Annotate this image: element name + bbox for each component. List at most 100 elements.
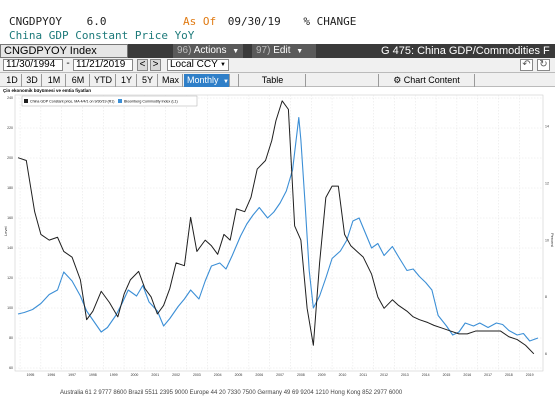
x-tick-label: 2014: [422, 373, 430, 377]
period-1m[interactable]: 1M: [43, 74, 66, 87]
period-row: [0, 73, 555, 87]
x-tick-label: 2008: [297, 373, 305, 377]
period-5y[interactable]: 5Y: [138, 74, 158, 87]
right-tick-label: 10: [545, 238, 549, 242]
value-label: 6.0: [86, 15, 107, 28]
x-tick-label: 2006: [255, 373, 263, 377]
refresh-icon[interactable]: ↻: [537, 59, 550, 71]
x-tick-label: 2009: [318, 373, 326, 377]
x-tick-label: 2011: [360, 373, 368, 377]
toolbar: CNGDPYOY Index 96) Actions ▼ 97) Edit ▼ …: [0, 44, 555, 58]
frequency-select[interactable]: Monthly ▼: [184, 74, 230, 87]
right-axis-label: Percent: [550, 233, 555, 248]
legend-swatch-commodity: [118, 99, 122, 103]
header-row: CNGDPYOY 6.0: [9, 15, 106, 28]
x-tick-label: 1998: [89, 373, 97, 377]
legend-box: [21, 95, 198, 107]
date-row: 11/30/1994 - 11/21/2019 < > Local CCY ▼ …: [0, 58, 555, 73]
as-of-label: As Of: [183, 15, 217, 28]
x-tick-label: 2002: [172, 373, 180, 377]
chevron-down-icon: ▼: [220, 62, 226, 68]
x-tick-label: 1996: [47, 373, 55, 377]
as-of-group: As Of 09/30/19 % CHANGE: [183, 15, 356, 28]
frequency-value: Monthly: [187, 75, 219, 85]
chart-content-button[interactable]: ⚙ Chart Content: [378, 74, 475, 87]
edit-num: 97): [256, 45, 271, 56]
x-tick-label: 2018: [505, 373, 513, 377]
plot-frame: [14, 94, 544, 372]
date-separator: -: [66, 58, 70, 69]
x-tick-label: 1995: [27, 373, 35, 377]
actions-menu[interactable]: 96) Actions ▼: [173, 44, 243, 58]
x-tick-label: 2004: [214, 373, 222, 377]
as-of-date: 09/30/19: [227, 15, 281, 28]
table-button[interactable]: Table: [240, 74, 306, 87]
left-tick-label: 180: [7, 186, 13, 190]
x-tick-label: 2013: [401, 373, 409, 377]
period-max[interactable]: Max: [159, 74, 183, 87]
legend: China GDP Constant price, MA 4/4/1 on 9/…: [21, 95, 198, 107]
series-gdp-line: [17, 100, 535, 355]
undo-icon[interactable]: ↶: [520, 59, 533, 71]
currency-select[interactable]: Local CCY ▼: [167, 59, 229, 71]
left-tick-label: 120: [7, 276, 13, 280]
chevron-down-icon: ▼: [296, 48, 304, 55]
actions-num: 96): [177, 45, 192, 56]
x-tick-label: 2016: [463, 373, 471, 377]
right-tick-label: 12: [545, 181, 549, 185]
chevron-down-icon: ▼: [232, 48, 240, 55]
next-button[interactable]: >: [150, 59, 161, 71]
left-tick-label: 100: [7, 306, 13, 310]
period-1d[interactable]: 1D: [3, 74, 22, 87]
subtitle: China GDP Constant Price YoY: [9, 29, 195, 42]
period-6m[interactable]: 6M: [67, 74, 90, 87]
left-tick-label: 60: [9, 366, 13, 370]
x-tick-label: 2005: [235, 373, 243, 377]
x-tick-label: 2000: [131, 373, 139, 377]
chart-title: G 475: China GDP/Commodities F: [381, 45, 550, 57]
x-tick-label: 1999: [110, 373, 118, 377]
security-field[interactable]: CNGDPYOY Index: [0, 44, 128, 58]
ticker-label: CNGDPYOY: [9, 15, 62, 28]
left-tick-label: 220: [7, 126, 13, 130]
left-tick-label: 140: [7, 246, 13, 250]
grid-lines: [15, 95, 543, 371]
line-chart: China GDP Constant price, MA 4/4/1 on 9/…: [3, 94, 555, 377]
separator: [231, 74, 239, 87]
legend-label-commodity: Bloomberg Commodity Index (L1): [124, 100, 178, 104]
left-axis-label: Level: [3, 226, 8, 236]
legend-swatch-gdp: [24, 99, 28, 103]
x-tick-label: 2001: [151, 373, 159, 377]
edit-menu[interactable]: 97) Edit ▼: [252, 44, 316, 58]
prev-button[interactable]: <: [137, 59, 148, 71]
start-date-input[interactable]: 11/30/1994: [3, 59, 63, 71]
x-tick-label: 2017: [484, 373, 492, 377]
x-tick-label: 2010: [339, 373, 347, 377]
period-3d[interactable]: 3D: [23, 74, 42, 87]
x-tick-label: 1997: [68, 373, 76, 377]
chart-header: Çin ekonomik büyümesi ve emtia fiyatları: [3, 88, 92, 93]
legend-label-gdp: China GDP Constant price, MA 4/4/1 on 9/…: [30, 100, 114, 104]
series: [17, 100, 539, 355]
series-commodity-line: [17, 116, 539, 342]
chevron-down-icon: ▼: [223, 79, 229, 85]
x-tick-label: 2003: [193, 373, 201, 377]
actions-label: Actions: [193, 45, 227, 56]
period-ytd[interactable]: YTD: [91, 74, 116, 87]
period-1y[interactable]: 1Y: [117, 74, 137, 87]
right-tick-label: 8: [545, 295, 547, 299]
left-tick-label: 240: [7, 96, 13, 100]
axis-ticks: 60 80 100 120 140 160 180 200 220 240 6 8 10 12 14 1995…: [7, 96, 549, 377]
right-tick-label: 6: [545, 352, 547, 356]
footer-text: Australia 61 2 9777 8600 Brazil 5511 239…: [60, 390, 403, 396]
change-label: % CHANGE: [303, 15, 357, 28]
edit-label: Edit: [273, 45, 291, 56]
x-tick-label: 2019: [526, 373, 534, 377]
end-date-input[interactable]: 11/21/2019: [73, 59, 133, 71]
left-tick-label: 160: [7, 216, 13, 220]
left-tick-label: 200: [7, 156, 13, 160]
currency-value: Local CCY: [170, 59, 218, 70]
x-tick-label: 2015: [443, 373, 451, 377]
right-tick-label: 14: [545, 125, 549, 129]
x-tick-label: 2007: [276, 373, 284, 377]
